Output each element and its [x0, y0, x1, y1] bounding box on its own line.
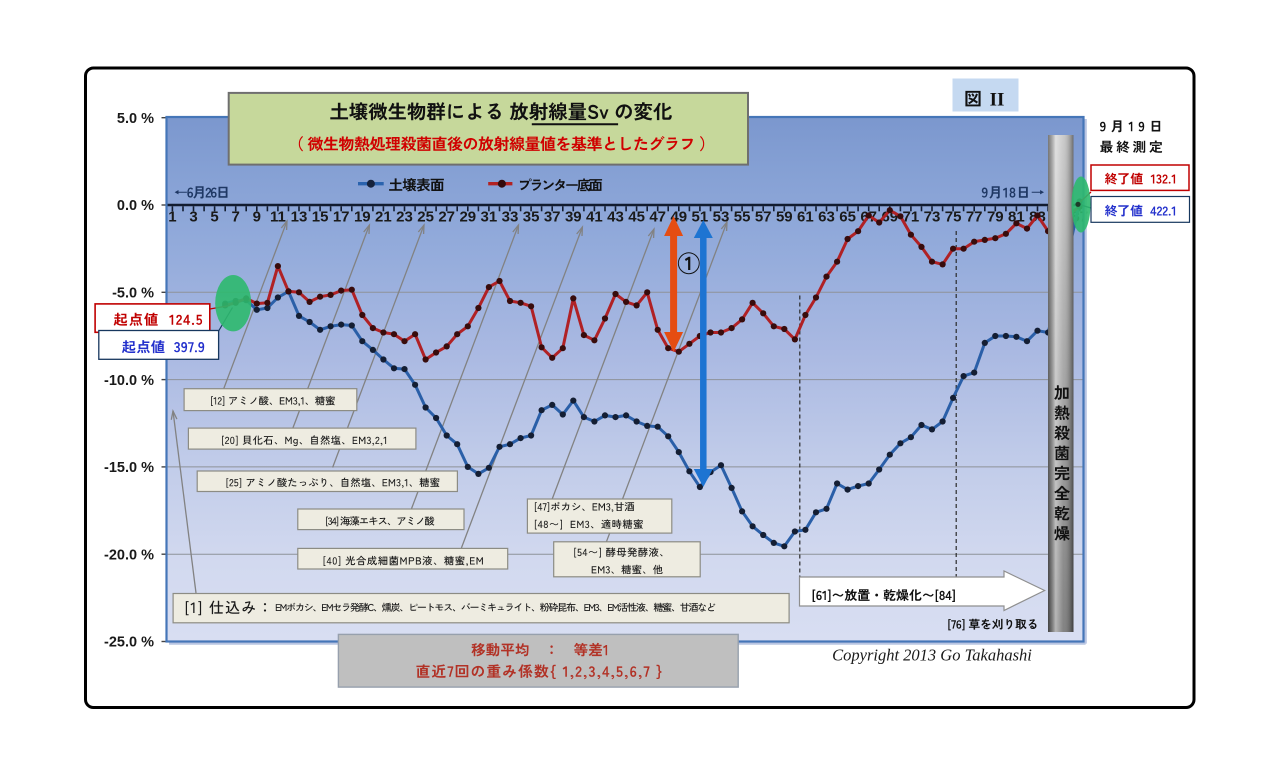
svg-text:3: 3 — [189, 209, 197, 226]
svg-text:71: 71 — [903, 209, 920, 226]
svg-text:15: 15 — [312, 209, 329, 226]
svg-text:75: 75 — [945, 209, 962, 226]
svg-text:9: 9 — [253, 209, 261, 226]
svg-text:-5.0 %: -5.0 % — [112, 286, 154, 302]
svg-text:27: 27 — [438, 209, 455, 226]
svg-text:-15.0 %: -15.0 % — [104, 460, 154, 476]
svg-text:25: 25 — [417, 209, 434, 226]
svg-text:39: 39 — [565, 209, 582, 226]
svg-text:5.0 %: 5.0 % — [117, 111, 154, 127]
svg-text:51: 51 — [692, 209, 709, 226]
svg-text:17: 17 — [333, 209, 350, 226]
svg-text:65: 65 — [839, 209, 856, 226]
svg-text:61: 61 — [797, 209, 814, 226]
svg-text:77: 77 — [966, 209, 983, 226]
svg-text:13: 13 — [291, 209, 308, 226]
svg-text:33: 33 — [502, 209, 519, 226]
svg-text:Copyright 2013 Go Takahashi: Copyright 2013 Go Takahashi — [832, 646, 1032, 665]
svg-text:59: 59 — [776, 209, 793, 226]
svg-text:57: 57 — [755, 209, 772, 226]
svg-text:31: 31 — [481, 209, 498, 226]
svg-text:1: 1 — [168, 209, 176, 226]
svg-text:63: 63 — [818, 209, 835, 226]
svg-text:21: 21 — [375, 209, 392, 226]
svg-text:-10.0 %: -10.0 % — [104, 373, 154, 389]
svg-text:45: 45 — [628, 209, 645, 226]
svg-text:II: II — [990, 90, 1005, 111]
svg-text:19: 19 — [354, 209, 371, 226]
svg-text:81: 81 — [1008, 209, 1025, 226]
svg-text:53: 53 — [713, 209, 730, 226]
svg-text:23: 23 — [396, 209, 413, 226]
svg-text:29: 29 — [459, 209, 476, 226]
svg-text:79: 79 — [987, 209, 1004, 226]
svg-text:73: 73 — [924, 209, 941, 226]
svg-text:35: 35 — [523, 209, 540, 226]
svg-text:7: 7 — [232, 209, 240, 226]
svg-text:43: 43 — [607, 209, 624, 226]
svg-text:-25.0 %: -25.0 % — [104, 635, 154, 651]
svg-text:41: 41 — [586, 209, 603, 226]
svg-text:0.0 %: 0.0 % — [117, 198, 154, 214]
svg-text:37: 37 — [544, 209, 561, 226]
svg-text:55: 55 — [734, 209, 751, 226]
svg-text:5: 5 — [210, 209, 218, 226]
svg-text:-20.0 %: -20.0 % — [104, 547, 154, 563]
svg-text:11: 11 — [270, 209, 286, 226]
svg-text:47: 47 — [649, 209, 666, 226]
